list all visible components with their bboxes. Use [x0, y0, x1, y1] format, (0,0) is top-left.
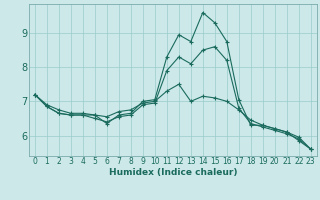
- X-axis label: Humidex (Indice chaleur): Humidex (Indice chaleur): [108, 168, 237, 177]
